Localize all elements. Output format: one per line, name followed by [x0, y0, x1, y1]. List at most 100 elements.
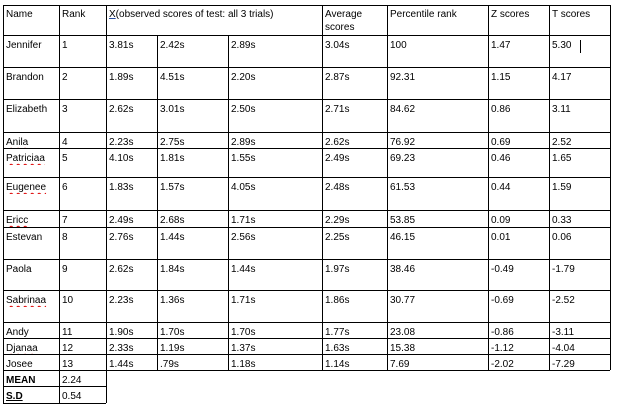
cell-percentile: 61.53	[390, 182, 416, 193]
table-border	[3, 322, 610, 323]
summary-value: 0.54	[62, 391, 82, 402]
cell-z-score: 0.46	[491, 153, 511, 164]
table-border	[488, 5, 489, 370]
cell-percentile: 7.69	[390, 359, 410, 370]
cell-z-score: 0.69	[491, 137, 511, 148]
cell-trial-2: .79s	[160, 359, 179, 370]
cell-trial-3: 1.44s	[231, 264, 256, 275]
cell-name: Djanaa	[6, 343, 38, 354]
cell-rank: 9	[62, 264, 68, 275]
cell-trial-2: 1.84s	[160, 264, 185, 275]
cell-z-score: 0.44	[491, 182, 511, 193]
cell-z-score: 1.47	[491, 40, 511, 51]
cell-average: 1.63s	[325, 343, 350, 354]
cell-average: 2.49s	[325, 153, 350, 164]
cell-z-score: -0.69	[491, 295, 514, 306]
cell-percentile: 46.15	[390, 232, 416, 243]
header-percentile: Percentile rank	[390, 9, 457, 20]
cell-average: 1.86s	[325, 295, 350, 306]
table-border	[3, 5, 610, 6]
summary-value: 2.24	[62, 375, 82, 386]
cell-trial-3: 2.89s	[231, 40, 256, 51]
cell-rank: 3	[62, 104, 68, 115]
table-border	[3, 210, 610, 211]
cell-trial-1: 2.49s	[109, 215, 134, 226]
cell-rank: 11	[62, 327, 73, 338]
table-border	[3, 403, 106, 404]
summary-label: MEAN	[6, 375, 36, 386]
cell-name: Eugenee	[6, 182, 47, 193]
cell-trial-3: 4.05s	[231, 182, 256, 193]
cell-z-score: -0.86	[491, 327, 514, 338]
cell-trial-1: 1.44s	[109, 359, 134, 370]
cell-trial-2: 1.81s	[160, 153, 185, 164]
table-border	[157, 35, 158, 370]
cell-trial-1: 3.81s	[109, 40, 134, 51]
cell-rank: 10	[62, 295, 74, 306]
table-border	[610, 5, 611, 370]
cell-trial-3: 1.71s	[231, 215, 256, 226]
table-border	[387, 5, 388, 370]
header-observed-x: X	[109, 9, 116, 20]
cell-z-score: 0.01	[491, 232, 511, 243]
cell-trial-2: 3.01s	[160, 104, 185, 115]
header-average: Average scores	[325, 9, 363, 33]
header-observed-label: (observed scores of test: all 3 trials)	[115, 9, 274, 20]
cell-z-score: 0.09	[491, 215, 511, 226]
cell-t-score: 2.52	[552, 137, 572, 148]
cell-trial-2: 1.36s	[160, 295, 185, 306]
cell-t-score: 4.17	[552, 72, 572, 83]
cell-average: 2.87s	[325, 72, 350, 83]
header-name: Name	[6, 9, 33, 20]
cell-z-score: 0.86	[491, 104, 511, 115]
cell-rank: 8	[62, 232, 68, 243]
table-border	[3, 148, 610, 149]
header-rank: Rank	[62, 9, 86, 20]
cell-trial-2: 1.44s	[160, 232, 185, 243]
cell-percentile: 15.38	[390, 343, 416, 354]
table-border	[3, 35, 610, 36]
cell-trial-3: 1.71s	[231, 295, 256, 306]
cell-t-score: 5.30	[552, 40, 572, 51]
cell-name: Patriciaa	[6, 153, 45, 164]
cell-name: Ericc	[6, 215, 29, 226]
cell-trial-2: 4.51s	[160, 72, 185, 83]
cell-t-score: -7.29	[552, 359, 575, 370]
cell-rank: 1	[62, 40, 68, 51]
cell-trial-1: 1.89s	[109, 72, 134, 83]
cell-trial-1: 2.23s	[109, 137, 134, 148]
table-border	[322, 5, 323, 370]
table-border	[3, 386, 106, 387]
cell-percentile: 69.23	[390, 153, 416, 164]
cell-trial-2: 1.19s	[160, 343, 185, 354]
cell-z-score: -2.02	[491, 359, 514, 370]
cell-z-score: 1.15	[491, 72, 511, 83]
table-border	[228, 35, 229, 370]
cell-t-score: -3.11	[552, 327, 575, 338]
table-border	[3, 67, 610, 68]
cell-percentile: 53.85	[390, 215, 416, 226]
cell-t-score: -4.04	[552, 343, 575, 354]
cell-trial-1: 2.76s	[109, 232, 134, 243]
cell-z-score: -1.12	[491, 343, 514, 354]
cell-trial-3: 1.70s	[231, 327, 256, 338]
table-border	[3, 259, 610, 260]
cell-trial-1: 1.90s	[109, 327, 134, 338]
text-caret	[580, 40, 581, 53]
cell-percentile: 76.92	[390, 137, 416, 148]
cell-name: Jennifer	[6, 40, 42, 51]
cell-rank: 2	[62, 72, 68, 83]
cell-trial-2: 1.70s	[160, 327, 185, 338]
table-border	[3, 132, 610, 133]
cell-name: Paola	[6, 264, 32, 275]
cell-percentile: 23.08	[390, 327, 416, 338]
cell-rank: 4	[62, 137, 68, 148]
cell-average: 1.14s	[325, 359, 350, 370]
cell-trial-2: 1.57s	[160, 182, 185, 193]
cell-trial-2: 2.75s	[160, 137, 185, 148]
table-border	[3, 177, 610, 178]
cell-percentile: 92.31	[390, 72, 416, 83]
cell-z-score: -0.49	[491, 264, 514, 275]
table-border	[106, 5, 107, 403]
cell-t-score: 3.11	[552, 104, 571, 115]
